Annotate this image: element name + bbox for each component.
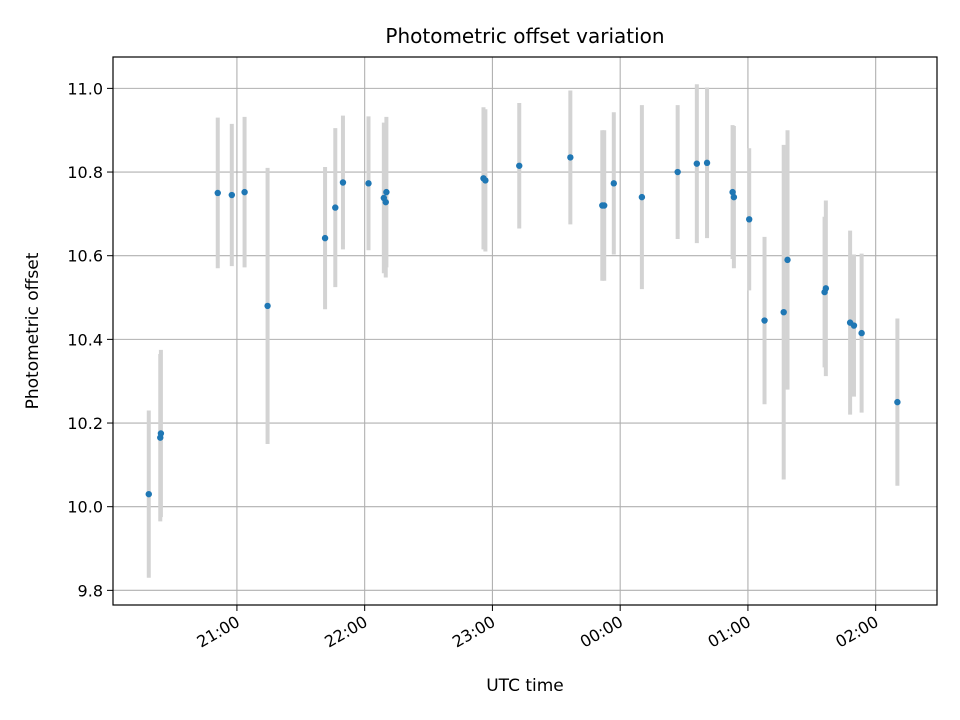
y-tick-label: 10.8 [67,163,103,182]
data-point [703,159,711,167]
data-point [241,188,248,196]
data-point [693,160,701,167]
data-point [858,329,865,337]
data-point [332,204,339,211]
data-point [214,189,221,197]
data-point [894,398,901,406]
grid-layer [113,57,937,605]
data-point [264,302,271,310]
data-point [610,180,617,187]
x-axis-label: UTC time [486,676,564,696]
plot-frame [112,56,938,606]
point-layer [145,154,901,498]
data-point [780,308,787,316]
data-point [730,193,738,201]
y-tick-label: 10.0 [67,498,103,517]
data-point [746,216,753,223]
y-tick-label: 9.8 [78,581,103,600]
data-point [339,179,347,186]
data-point [567,154,574,161]
y-tick-label: 10.2 [67,414,103,433]
data-point [157,430,165,437]
data-point [228,191,236,199]
data-point [638,193,646,201]
data-point [516,162,523,169]
data-point [383,188,390,196]
data-point [850,322,858,329]
data-point [822,285,830,292]
data-point [674,168,681,176]
data-point [601,202,608,209]
data-point [784,256,791,264]
data-point [365,180,372,187]
data-point [482,177,489,184]
data-point [761,317,768,324]
y-axis-label: Photometric offset [23,252,43,409]
data-point [729,188,736,196]
data-point [145,490,152,498]
y-tick-label: 10.4 [67,330,103,349]
y-tick-label: 11.0 [67,79,103,98]
data-point [321,234,329,242]
y-tick-label: 10.6 [67,247,103,266]
data-point [382,198,389,206]
chart-title: Photometric offset variation [385,24,664,48]
